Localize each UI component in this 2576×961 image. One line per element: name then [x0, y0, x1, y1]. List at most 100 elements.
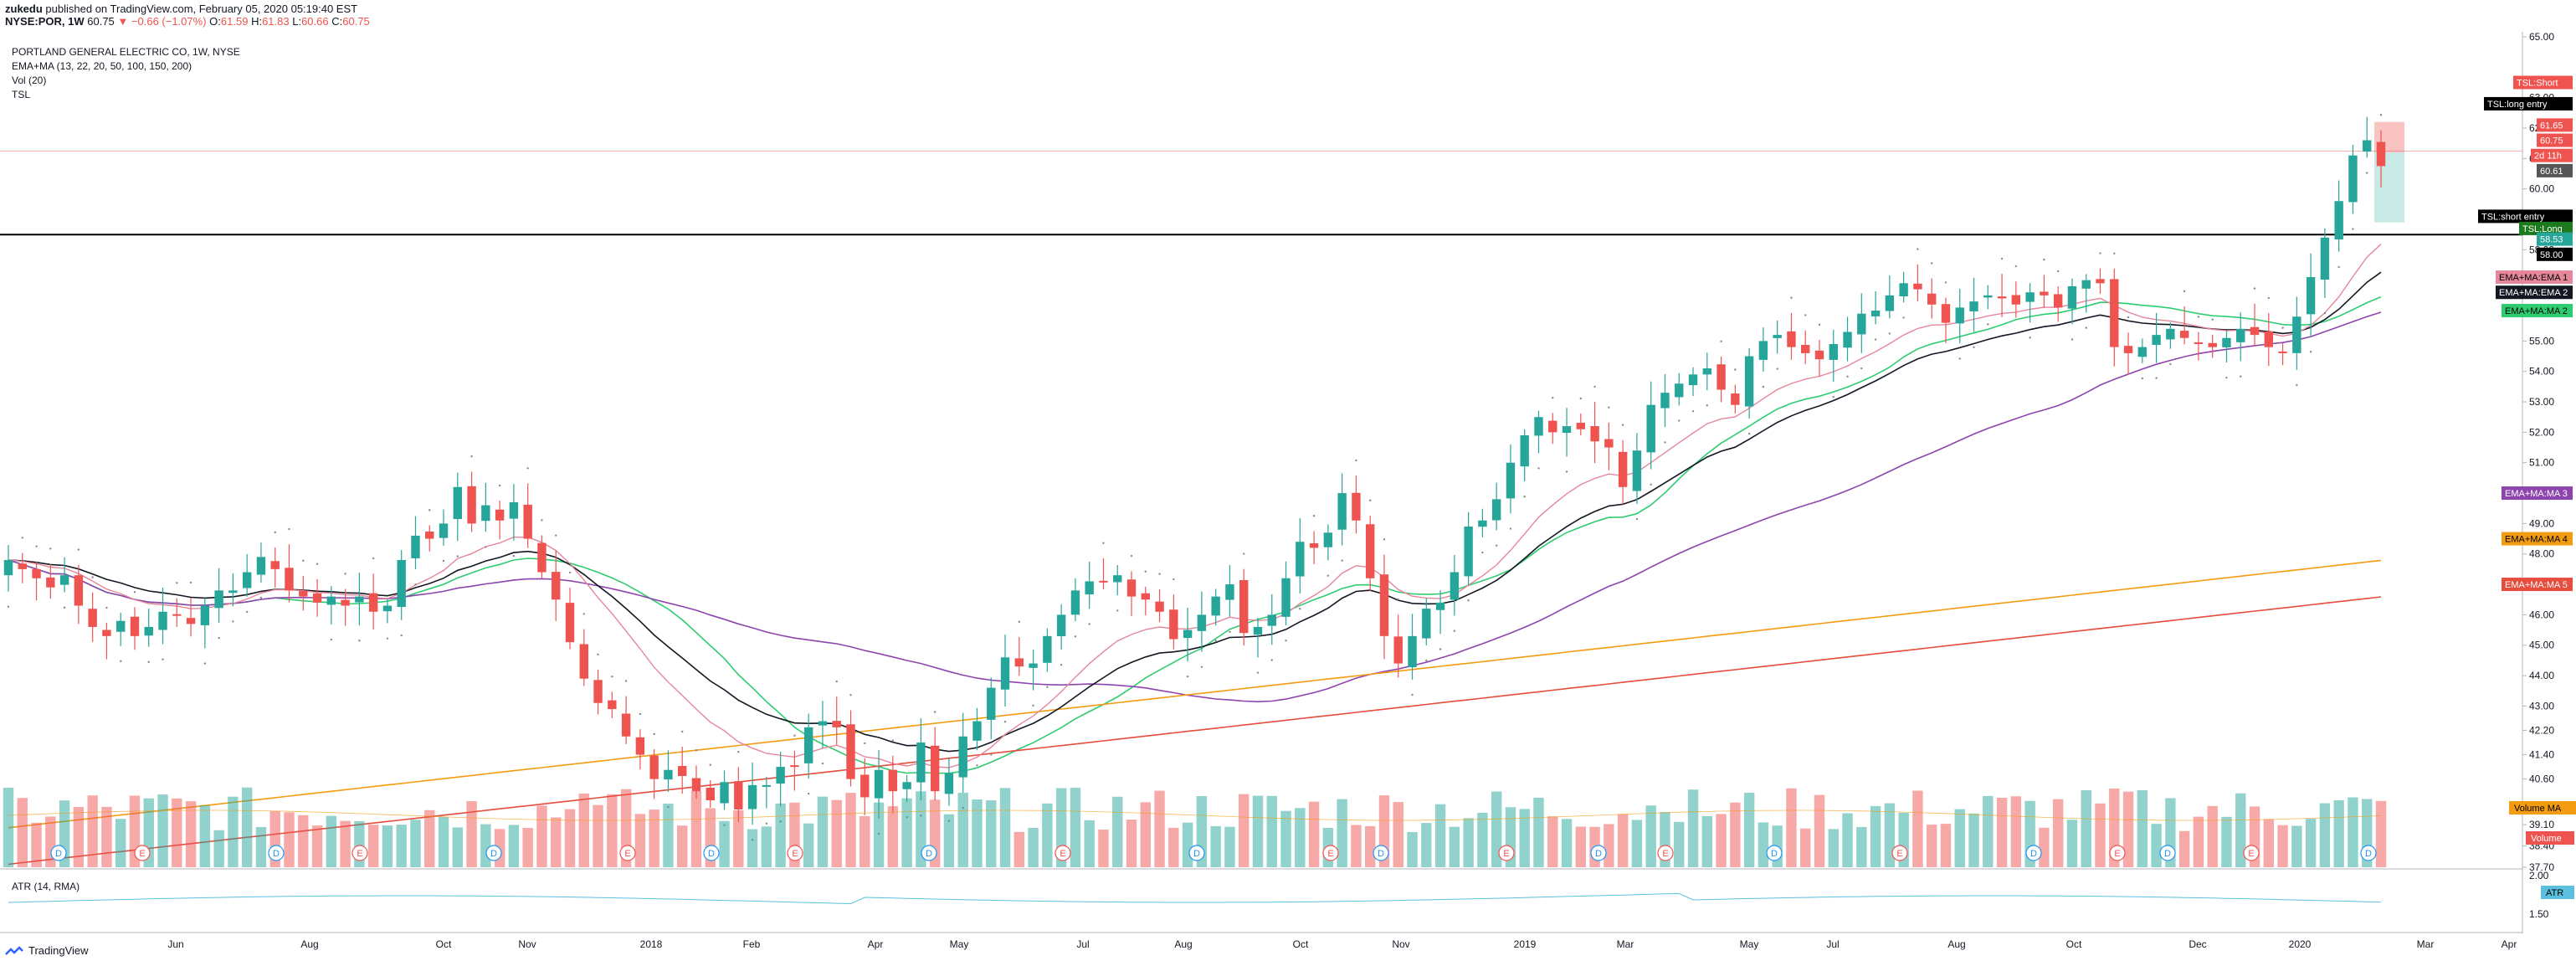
- candle-body: [2348, 155, 2358, 203]
- marker-circle: [2109, 845, 2126, 861]
- candle-body: [1070, 590, 1080, 615]
- time-tick-label: 2018: [640, 938, 663, 950]
- legend-atr[interactable]: ATR (14, RMA): [12, 881, 80, 892]
- volume-bar: [2193, 816, 2204, 867]
- volume-bar: [1983, 795, 1994, 867]
- legend-tsl[interactable]: TSL: [12, 89, 31, 100]
- axis-tag: 58.53: [2537, 232, 2573, 246]
- candle-body: [2152, 335, 2161, 345]
- candle: [930, 711, 940, 801]
- dividend-marker: D: [485, 845, 502, 861]
- axis-tag-text: 2d 11h: [2534, 152, 2562, 162]
- candle-body: [1885, 295, 1895, 311]
- candle: [1435, 590, 1445, 650]
- candle-body: [832, 721, 841, 727]
- volume-bar: [480, 824, 491, 867]
- footer-brand[interactable]: TradingView: [5, 944, 89, 957]
- volume-bar: [1308, 801, 1320, 867]
- earnings-marker: E: [787, 845, 803, 861]
- price-tick-label: 48.00: [2529, 548, 2554, 560]
- candle: [706, 763, 715, 808]
- volume-bar: [298, 815, 309, 867]
- volume-bar: [1154, 790, 1165, 867]
- volume-bar: [2221, 816, 2232, 867]
- tsl-dot: [316, 563, 319, 565]
- close-value: 60.75: [342, 15, 370, 28]
- tsl-dot: [1003, 721, 1007, 723]
- candle: [2334, 180, 2343, 269]
- candle: [481, 482, 490, 548]
- candle: [411, 516, 420, 586]
- candle-body: [228, 590, 238, 594]
- tsl-dot: [1270, 659, 1273, 661]
- candle-body: [720, 782, 729, 804]
- candle: [1155, 573, 1164, 623]
- candle: [341, 573, 350, 626]
- candle: [1773, 320, 1782, 370]
- volume-bar: [1730, 802, 1741, 867]
- candle-body: [1941, 304, 1951, 323]
- axis-tag-text: EMA+MA:MA 5: [2505, 580, 2568, 590]
- tsl-dot: [120, 660, 122, 663]
- ema2-line: [8, 271, 2382, 753]
- publish-info: published on TradingView.com, February 0…: [45, 3, 358, 15]
- candle: [2208, 318, 2217, 358]
- tsl-dot: [1747, 432, 1751, 435]
- axis-tag: EMA+MA:EMA 2: [2496, 285, 2573, 300]
- candle-body: [1590, 426, 1599, 442]
- time-tick-label: Mar: [2417, 938, 2435, 950]
- tsl-dot: [512, 554, 516, 558]
- candle-body: [734, 781, 743, 809]
- candle-body: [1548, 420, 1557, 433]
- candle: [1422, 598, 1431, 662]
- candle: [1309, 515, 1319, 564]
- candle-body: [200, 605, 210, 625]
- tsl-dot: [1032, 704, 1034, 707]
- volume-bar: [1743, 793, 1755, 867]
- candle-body: [1814, 350, 1824, 360]
- candle: [1590, 385, 1599, 464]
- tsl-dot: [1944, 281, 1947, 284]
- candle-body: [46, 577, 55, 588]
- tsl-dot: [2085, 326, 2087, 329]
- candle-body: [1955, 307, 1964, 324]
- time-tick-label: Aug: [1947, 938, 1965, 950]
- candle: [1183, 607, 1193, 678]
- candle-body: [2067, 285, 2077, 309]
- candle: [397, 550, 406, 637]
- volume-bar: [1463, 818, 1474, 867]
- candle: [832, 680, 841, 745]
- candle: [242, 554, 252, 614]
- legend-title[interactable]: PORTLAND GENERAL ELECTRIC CO, 1W, NYSE: [12, 46, 240, 58]
- volume-bar: [690, 791, 702, 867]
- candle-body: [1352, 492, 1361, 521]
- volume-bar: [887, 806, 899, 867]
- volume-bar: [1617, 814, 1629, 867]
- volume-bar: [284, 812, 295, 867]
- time-tick-label: Nov: [518, 938, 536, 950]
- marker-circle: [1891, 845, 1908, 861]
- candle-body: [1576, 423, 1586, 429]
- tsl-dot: [176, 582, 178, 584]
- earnings-marker: E: [1055, 845, 1071, 861]
- candle: [214, 568, 223, 640]
- tsl-dot: [1958, 357, 1961, 360]
- legend-volume[interactable]: Vol (20): [12, 75, 47, 86]
- volume-bar: [87, 795, 98, 867]
- tsl-dot: [1860, 367, 1863, 370]
- candle-body: [1337, 493, 1347, 530]
- candle: [1464, 511, 1473, 602]
- legend-ema-ma[interactable]: EMA+MA (13, 22, 20, 50, 100, 150, 200): [12, 60, 192, 72]
- marker-letter: D: [490, 849, 497, 859]
- volume-bar: [986, 800, 997, 867]
- volume-bar: [1280, 810, 1291, 867]
- tsl-dot: [891, 739, 895, 742]
- tsl-dot: [1734, 368, 1737, 371]
- volume-bar: [1716, 814, 1727, 867]
- price-tick-label: 42.20: [2529, 724, 2554, 736]
- candle: [2152, 312, 2161, 379]
- volume-bar: [367, 825, 379, 867]
- tsl-dot: [133, 590, 136, 594]
- tsl-dot: [1706, 404, 1708, 407]
